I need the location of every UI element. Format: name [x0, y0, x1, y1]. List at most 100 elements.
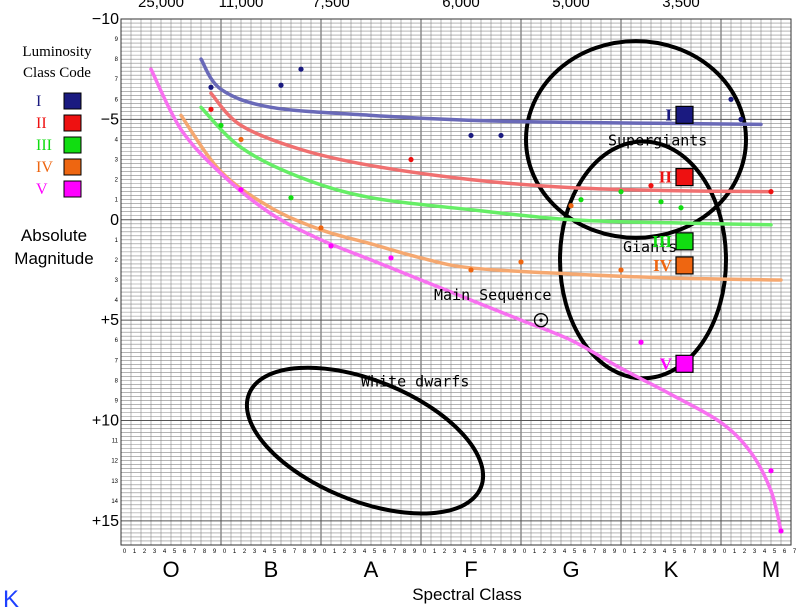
- star-point-class-ii: [648, 183, 654, 189]
- x-subclass-tick-label: 1: [533, 549, 537, 555]
- star-point-class-iii: [678, 205, 684, 211]
- star-point-class-ii: [208, 106, 214, 112]
- y-minor-tick-label: 1: [115, 198, 119, 204]
- annotation-giants: Giants: [623, 238, 677, 256]
- x-subclass-tick-label: 0: [323, 549, 327, 555]
- y-minor-tick-label: 9: [115, 37, 119, 43]
- x-subclass-tick-label: 5: [273, 549, 277, 555]
- y-minor-tick-label: 8: [115, 378, 119, 384]
- y-minor-tick-label: 6: [115, 97, 119, 103]
- star-point-class-iv: [518, 259, 524, 265]
- y-minor-tick-label: 4: [115, 137, 119, 143]
- x-subclass-tick-label: 3: [453, 549, 457, 555]
- star-point-class-i: [208, 84, 214, 90]
- supergiants-region: [524, 39, 748, 240]
- star-point-class-iii: [578, 197, 584, 203]
- y-minor-tick-label: 8: [115, 57, 119, 63]
- x-subclass-tick-label: 3: [353, 549, 357, 555]
- star-point-class-i: [298, 66, 304, 72]
- spectral-class-label: G: [562, 557, 579, 582]
- legend-title: Class Code: [23, 65, 91, 81]
- x-subclass-tick-label: 7: [293, 549, 297, 555]
- x-subclass-tick-label: 2: [143, 549, 147, 555]
- x-subclass-tick-label: 5: [173, 549, 177, 555]
- x-subclass-tick-label: 7: [793, 549, 797, 555]
- x-subclass-tick-label: 2: [443, 549, 447, 555]
- x-subclass-tick-label: 0: [423, 549, 427, 555]
- x-subclass-tick-label: 4: [763, 549, 767, 555]
- y-major-tick-label: −10: [92, 11, 119, 28]
- x-subclass-tick-label: 9: [513, 549, 517, 555]
- curve-class-i: [199, 57, 763, 127]
- y-axis-title: Magnitude: [14, 249, 93, 268]
- x-subclass-tick-label: 0: [523, 549, 527, 555]
- corner-text: K: [3, 586, 19, 607]
- legend-code-iii: III: [36, 137, 52, 154]
- temperature-label: 6,000: [442, 0, 480, 11]
- sun-symbol-dot: [539, 318, 543, 322]
- temperature-label: 25,000: [138, 0, 184, 11]
- spectral-class-label: K: [664, 557, 679, 582]
- x-subclass-tick-label: 8: [203, 549, 207, 555]
- legend-swatch-i: [63, 92, 82, 110]
- x-subclass-tick-label: 1: [233, 549, 237, 555]
- annotation-main-sequence: Main Sequence: [434, 286, 551, 304]
- star-point-class-iv: [238, 136, 244, 143]
- x-subclass-tick-label: 1: [333, 549, 337, 555]
- x-subclass-tick-label: 1: [733, 549, 737, 555]
- x-subclass-tick-label: 5: [573, 549, 577, 555]
- curve-class-iv: [179, 113, 783, 282]
- star-point-class-i: [278, 82, 284, 88]
- x-subclass-tick-label: 9: [413, 549, 417, 555]
- y-minor-tick-label: 9: [115, 398, 119, 404]
- star-point-class-iv: [318, 225, 324, 231]
- y-minor-tick-label: 4: [115, 298, 119, 304]
- x-subclass-tick-label: 9: [613, 549, 617, 555]
- y-major-tick-label: 0: [110, 212, 119, 229]
- x-subclass-tick-label: 6: [283, 549, 287, 555]
- spectral-class-label: M: [762, 557, 780, 582]
- y-minor-tick-label: 1: [115, 238, 119, 244]
- x-subclass-tick-label: 6: [783, 549, 787, 555]
- x-subclass-tick-label: 8: [603, 549, 607, 555]
- y-minor-tick-label: 12: [111, 459, 118, 465]
- y-minor-tick-label: 14: [111, 499, 118, 505]
- legend-code-i: I: [36, 93, 41, 110]
- x-subclass-tick-label: 3: [653, 549, 657, 555]
- star-point-class-iv: [618, 267, 624, 273]
- star-point-class-iv: [568, 203, 574, 209]
- x-subclass-tick-label: 7: [593, 549, 597, 555]
- region-code-swatch-v: [675, 354, 694, 373]
- region-code-label-ii: II: [659, 168, 673, 187]
- x-subclass-tick-label: 4: [163, 549, 167, 555]
- temperature-label: 3,500: [662, 0, 700, 11]
- x-subclass-tick-label: 6: [683, 549, 687, 555]
- x-subclass-tick-label: 7: [193, 549, 197, 555]
- x-axis-title: Spectral Class: [412, 585, 522, 604]
- plot-border: [120, 18, 792, 546]
- region-code-label-iii: III: [652, 232, 672, 251]
- legend-swatch-ii: [63, 114, 82, 132]
- x-subclass-tick-label: 4: [263, 549, 267, 555]
- star-point-class-v: [778, 528, 784, 534]
- star-point-class-iii: [288, 195, 294, 201]
- legend-title: Luminosity: [22, 44, 92, 60]
- x-subclass-tick-label: 2: [743, 549, 747, 555]
- x-subclass-tick-label: 1: [433, 549, 437, 555]
- x-subclass-tick-label: 7: [693, 549, 697, 555]
- star-point-class-v: [638, 339, 644, 345]
- y-axis-title: Absolute: [21, 226, 87, 245]
- region-code-label-iv: IV: [653, 256, 673, 275]
- star-point-class-iv: [468, 267, 474, 273]
- star-point-class-v: [238, 187, 244, 193]
- region-code-swatch-iii: [675, 232, 694, 251]
- star-point-class-v: [388, 255, 394, 261]
- y-minor-tick-label: 3: [115, 158, 119, 164]
- x-subclass-tick-label: 0: [723, 549, 727, 555]
- x-subclass-tick-label: 5: [773, 549, 777, 555]
- y-minor-tick-label: 11: [112, 439, 119, 445]
- region-code-label-v: V: [660, 354, 673, 373]
- x-subclass-tick-label: 8: [503, 549, 507, 555]
- x-subclass-tick-label: 9: [713, 549, 717, 555]
